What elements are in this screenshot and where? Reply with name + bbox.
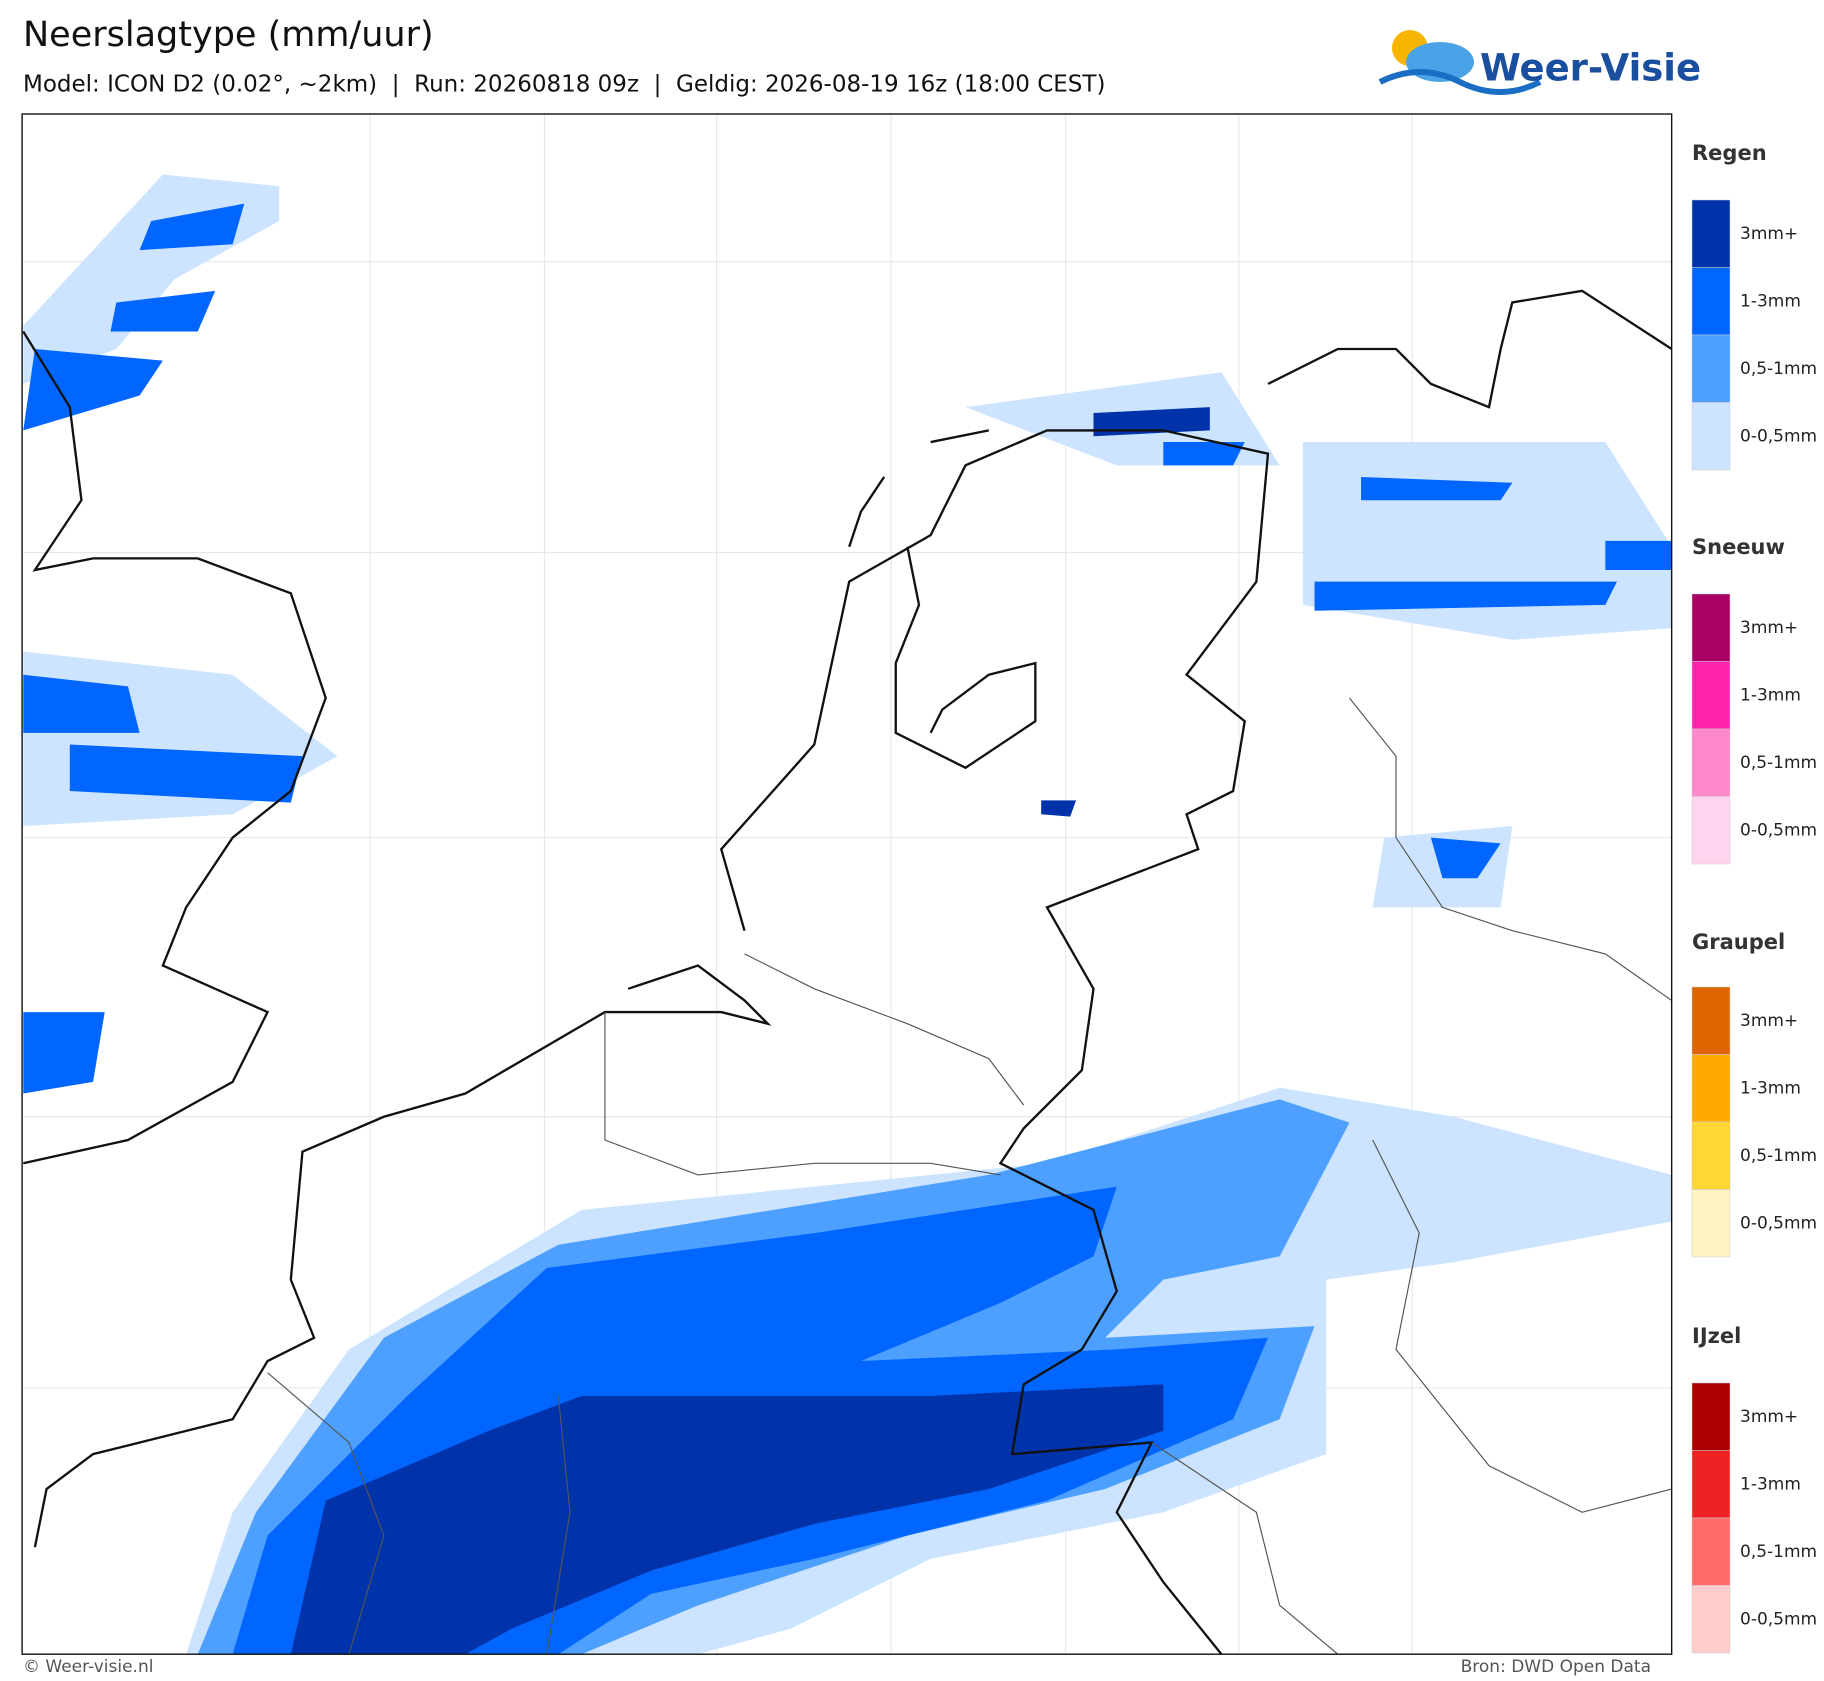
legend-label: 0,5-1mm bbox=[1740, 753, 1817, 773]
legend-swatch bbox=[1691, 334, 1731, 403]
legend-swatch bbox=[1691, 661, 1731, 730]
legend-label: 0-0,5mm bbox=[1740, 1213, 1817, 1233]
legend-label: 0-0,5mm bbox=[1740, 820, 1817, 840]
legend: Regen 3mm+ 1-3mm 0,5-1mm 0-0,5mm Sneeuw 3mm+ 1-… bbox=[1691, 141, 1817, 1654]
legend-label: 0,5-1mm bbox=[1740, 1542, 1817, 1562]
legend-swatch bbox=[1691, 1189, 1731, 1258]
legend-label: 1-3mm bbox=[1740, 291, 1801, 311]
title: Neerslagtype (mm/uur) bbox=[23, 15, 434, 55]
legend-label: 1-3mm bbox=[1740, 685, 1801, 705]
subtitle: Model: ICON D2 (0.02°, ~2km) | Run: 2026… bbox=[23, 72, 1105, 98]
legend-label: 0,5-1mm bbox=[1740, 1146, 1817, 1166]
legend-title: Regen bbox=[1692, 141, 1767, 165]
legend-label: 0-0,5mm bbox=[1740, 426, 1817, 446]
legend-swatch bbox=[1691, 1121, 1731, 1190]
map bbox=[21, 113, 1673, 1655]
source: Bron: DWD Open Data bbox=[1461, 1657, 1651, 1677]
legend-swatch bbox=[1691, 728, 1731, 797]
legend-swatch bbox=[1691, 1382, 1731, 1451]
legend-swatch bbox=[1691, 1517, 1731, 1586]
legend-title: Sneeuw bbox=[1692, 535, 1785, 559]
legend-label: 3mm+ bbox=[1740, 1011, 1798, 1031]
legend-swatch bbox=[1691, 593, 1731, 662]
legend-swatch bbox=[1691, 796, 1731, 865]
legend-swatch bbox=[1691, 986, 1731, 1055]
legend-label: 3mm+ bbox=[1740, 224, 1798, 244]
legend-swatch bbox=[1691, 267, 1731, 336]
legend-label: 0,5-1mm bbox=[1740, 359, 1817, 379]
legend-swatch bbox=[1691, 199, 1731, 268]
legend-label: 3mm+ bbox=[1740, 1407, 1798, 1427]
legend-title: Graupel bbox=[1692, 930, 1785, 954]
legend-title: IJzel bbox=[1692, 1324, 1741, 1348]
legend-swatch bbox=[1691, 1054, 1731, 1123]
legend-label: 1-3mm bbox=[1740, 1474, 1801, 1494]
legend-swatch bbox=[1691, 1585, 1731, 1654]
credit: © Weer-visie.nl bbox=[23, 1657, 153, 1677]
legend-label: 3mm+ bbox=[1740, 618, 1798, 638]
legend-label: 1-3mm bbox=[1740, 1078, 1801, 1098]
legend-swatch bbox=[1691, 1450, 1731, 1519]
legend-swatch bbox=[1691, 402, 1731, 471]
logo: Weer-Visie bbox=[1378, 30, 1701, 95]
logo-text: Weer-Visie bbox=[1480, 47, 1701, 90]
legend-label: 0-0,5mm bbox=[1740, 1609, 1817, 1629]
